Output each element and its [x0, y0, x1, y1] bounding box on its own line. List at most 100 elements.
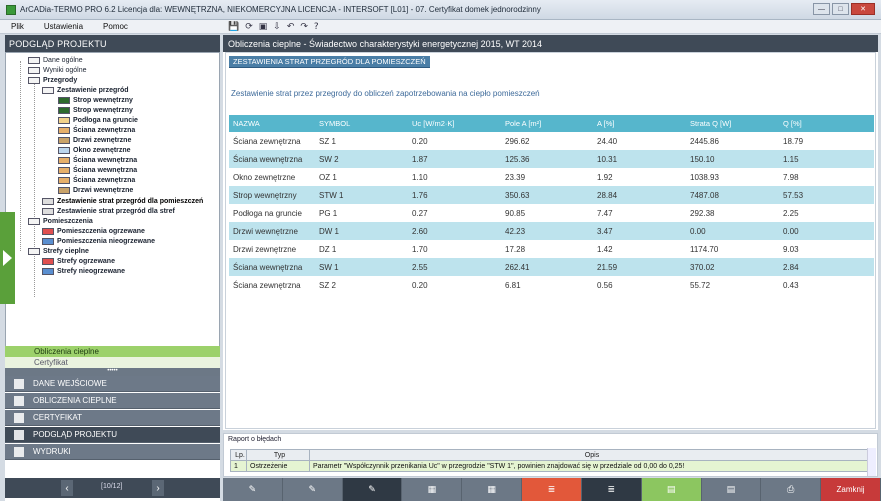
save-icon[interactable]: 💾 [228, 22, 240, 32]
tree-item[interactable]: Zestawienie strat przegród dla stref [42, 207, 175, 216]
tree-item[interactable]: Ściana zewnętrzna [58, 126, 135, 135]
import-icon[interactable]: ⇩ [273, 22, 281, 32]
table-row[interactable]: Drzwi zewnętrzne DZ 1 1.70 17.28 1.42 1174.70… [229, 240, 874, 258]
tree-item[interactable]: Zestawienie przegród [42, 86, 129, 95]
table-icon[interactable]: ▦ [462, 478, 523, 501]
table-row[interactable]: Ściana wewnętrzna SW 1 2.55 262.41 21.59 370.… [229, 258, 874, 276]
table-row[interactable]: Okno zewnętrzne OZ 1 1.10 23.39 1.92 1038.93 7… [229, 168, 874, 186]
error-report-panel: Raport o błędach Lp. Typ Opis 1 Ostrzeże… [223, 433, 878, 477]
tree-item[interactable]: Strop wewnętrzny [58, 106, 133, 115]
nav-dane-wejsciowe[interactable]: DANE WEJŚCIOWE [5, 376, 220, 392]
subtab-certyfikat[interactable]: Certyfikat [5, 357, 220, 368]
table-cell: 10.31 [593, 150, 686, 168]
table-row[interactable]: Podłoga na gruncie PG 1 0.27 90.85 7.47 292.3… [229, 204, 874, 222]
calculation-icon [14, 396, 24, 406]
window-controls: — □ ✕ [813, 3, 875, 15]
table-row[interactable]: Drzwi wewnętrzne DW 1 2.60 42.23 3.47 0.00 0.0… [229, 222, 874, 240]
table-cell: 42.23 [501, 222, 593, 240]
panel-toggle-arrow-icon[interactable] [0, 212, 15, 304]
print-icon[interactable]: ▣ [258, 22, 268, 32]
report-vertical-scrollbar[interactable] [867, 448, 876, 476]
next-page-button[interactable]: › [152, 480, 164, 496]
undo-icon[interactable]: ↶ [286, 22, 295, 32]
ceiling-icon [58, 97, 70, 104]
tree-item[interactable]: Ściana zewnętrzna [58, 176, 135, 185]
table-cell: Okno zewnętrzne [233, 172, 296, 182]
document-icon[interactable]: ▤ [702, 478, 762, 501]
tree-item[interactable]: Wyniki ogólne [28, 66, 87, 75]
table-cell: 0.27 [412, 208, 428, 218]
unheated-zone-icon [42, 268, 54, 275]
prev-page-button[interactable]: ‹ [61, 480, 73, 496]
subtab-obliczenia-cieplne[interactable]: Obliczenia cieplne [5, 346, 220, 357]
close-window-button[interactable]: ✕ [851, 3, 875, 15]
tree-item[interactable]: Dane ogólne [28, 56, 83, 65]
tree-item[interactable]: Ściana wewnętrzna [58, 156, 137, 165]
report-header-row: Lp. Typ Opis [230, 449, 872, 461]
nav-obliczenia-cieplne[interactable]: OBLICZENIA CIEPLNE [5, 393, 220, 409]
maximize-button[interactable]: □ [832, 3, 849, 15]
rooms-icon [28, 218, 40, 225]
table-cell: 1.42 [597, 244, 613, 254]
table-cell: 7487.08 [686, 186, 779, 204]
table-row[interactable]: Strop wewnętrzny STW 1 1.76 350.63 28.84 7487… [229, 186, 874, 204]
left-panel-title: PODGLĄD PROJEKTU [5, 35, 220, 52]
table-cell: 0.20 [412, 280, 428, 290]
losses-table: NAZWA SYMBOL Uc [W/m2·K] Pole A [m²] A [… [229, 115, 874, 294]
panel-resize-handle[interactable]: ••••• [5, 368, 220, 376]
table-cell: 17.28 [505, 244, 526, 254]
tree-item[interactable]: Drzwi zewnętrzne [58, 136, 131, 145]
table-cell: 1038.93 [690, 172, 719, 182]
table-row[interactable]: Ściana wewnętrzna SW 2 1.87 125.36 10.31 150.… [229, 150, 874, 168]
tree-item[interactable]: Strefy nieogrzewane [42, 267, 125, 276]
menu-pomoc[interactable]: Pomoc [103, 22, 128, 31]
wall-icon [58, 127, 70, 134]
report-row[interactable]: 1 Ostrzeżenie Parametr "Współczynnik prz… [230, 460, 872, 472]
ceiling-icon [58, 107, 70, 114]
door-icon [58, 137, 70, 144]
edit-icon[interactable]: ✎ [223, 478, 283, 501]
edit-icon[interactable]: ✎ [342, 478, 403, 501]
table-cell: 1.92 [597, 172, 613, 182]
tree-item[interactable]: Strop wewnętrzny [58, 96, 133, 105]
zones-icon [28, 248, 40, 255]
close-button[interactable]: Zamknij [821, 478, 881, 501]
tree-item[interactable]: Pomieszczenia nieogrzewane [42, 237, 155, 246]
redo-icon[interactable]: ↷ [300, 22, 308, 32]
report-icon[interactable]: ≣ [522, 478, 582, 501]
table-cell: STW 1 [315, 186, 408, 204]
tree-item[interactable]: Strefy cieplne [28, 247, 89, 256]
menu-plik[interactable]: Plik [11, 22, 24, 31]
table-cell: 296.62 [505, 136, 530, 146]
table-cell: 18.79 [783, 136, 804, 146]
document-icon[interactable]: ▤ [641, 478, 702, 501]
table-cell: 1.87 [408, 150, 501, 168]
column-header: Q [%] [779, 115, 874, 132]
tree-item[interactable]: Strefy ogrzewane [42, 257, 115, 266]
title-bar: ArCADia-TERMO PRO 6.2 Licencja dla: WEWN… [0, 0, 881, 20]
menu-ustawienia[interactable]: Ustawienia [43, 22, 84, 31]
printer-icon[interactable]: ⎙ [761, 478, 822, 501]
table-cell: DZ 1 [319, 244, 337, 254]
nav-wydruki[interactable]: WYDRUKI [5, 444, 220, 460]
tree-item[interactable]: Przegrody [28, 76, 77, 85]
nav-certyfikat[interactable]: CERTYFIKAT [5, 410, 220, 426]
minimize-button[interactable]: — [813, 3, 830, 15]
table-row[interactable]: Ściana zewnętrzna SZ 2 0.20 6.81 0.56 55.72 0.… [229, 276, 874, 294]
refresh-icon[interactable]: ⟳ [245, 22, 253, 32]
tree-item[interactable]: Podłoga na gruncie [58, 116, 138, 125]
table-cell: DW 1 [315, 222, 408, 240]
bottom-toolbar: ✎ ✎ ✎ ▦ ▦ ≣ ≣ ▤ ▤ ⎙ Zamknij [223, 478, 881, 501]
tree-item[interactable]: Pomieszczenia [28, 217, 93, 226]
tree-item[interactable]: Drzwi wewnętrzne [58, 186, 133, 195]
edit-icon[interactable]: ✎ [283, 478, 343, 501]
list-icon[interactable]: ≣ [581, 478, 642, 501]
nav-podglad-projektu[interactable]: PODGLĄD PROJEKTU [5, 427, 220, 443]
tree-item[interactable]: Ściana wewnętrzna [58, 166, 137, 175]
table-icon[interactable]: ▦ [402, 478, 463, 501]
table-row[interactable]: Ściana zewnętrzna SZ 1 0.20 296.62 24.40 2445… [229, 132, 874, 150]
tree-item[interactable]: Pomieszczenia ogrzewane [42, 227, 145, 236]
tree-item[interactable]: Okno zewnętrzne [58, 146, 131, 155]
help-icon[interactable]: ? [313, 22, 319, 32]
tree-item-selected[interactable]: Zestawienie strat przegród dla pomieszcz… [42, 197, 203, 206]
